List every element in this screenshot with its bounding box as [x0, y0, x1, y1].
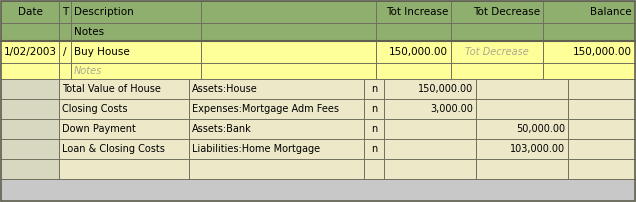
- Text: Notes: Notes: [74, 66, 102, 76]
- Text: Notes: Notes: [74, 27, 104, 37]
- Text: Closing Costs: Closing Costs: [62, 104, 127, 114]
- Bar: [1, 41, 635, 63]
- Text: T: T: [62, 7, 68, 17]
- Bar: [59, 79, 635, 99]
- Text: n: n: [371, 124, 377, 134]
- Text: Description: Description: [74, 7, 134, 17]
- Text: Tot Decrease: Tot Decrease: [465, 47, 529, 57]
- Text: 103,000.00: 103,000.00: [510, 144, 565, 154]
- Text: 150,000.00: 150,000.00: [418, 84, 473, 94]
- Bar: [59, 139, 635, 159]
- Bar: [59, 159, 635, 179]
- Bar: [1, 79, 59, 99]
- Bar: [59, 99, 635, 119]
- Text: Total Value of House: Total Value of House: [62, 84, 161, 94]
- Text: /: /: [63, 47, 67, 57]
- Text: n: n: [371, 84, 377, 94]
- Text: 150,000.00: 150,000.00: [389, 47, 448, 57]
- Bar: [1, 1, 635, 23]
- Text: Loan & Closing Costs: Loan & Closing Costs: [62, 144, 165, 154]
- Bar: [1, 139, 59, 159]
- Text: Buy House: Buy House: [74, 47, 130, 57]
- Bar: [59, 119, 635, 139]
- Text: Assets:House: Assets:House: [192, 84, 258, 94]
- Text: Tot Increase: Tot Increase: [385, 7, 448, 17]
- Text: Balance: Balance: [590, 7, 632, 17]
- Text: 1/02/2003: 1/02/2003: [4, 47, 57, 57]
- Bar: [1, 99, 59, 119]
- Text: n: n: [371, 144, 377, 154]
- Text: Expenses:Mortgage Adm Fees: Expenses:Mortgage Adm Fees: [192, 104, 339, 114]
- Text: 50,000.00: 50,000.00: [516, 124, 565, 134]
- Bar: [1, 159, 59, 179]
- Bar: [1, 23, 635, 41]
- Text: Liabilities:Home Mortgage: Liabilities:Home Mortgage: [192, 144, 320, 154]
- Bar: [1, 119, 59, 139]
- Bar: [1, 63, 635, 79]
- Text: Date: Date: [18, 7, 43, 17]
- Text: 3,000.00: 3,000.00: [430, 104, 473, 114]
- Text: 150,000.00: 150,000.00: [573, 47, 632, 57]
- Text: Tot Decrease: Tot Decrease: [473, 7, 540, 17]
- Text: n: n: [371, 104, 377, 114]
- Text: Assets:Bank: Assets:Bank: [192, 124, 252, 134]
- Text: Down Payment: Down Payment: [62, 124, 136, 134]
